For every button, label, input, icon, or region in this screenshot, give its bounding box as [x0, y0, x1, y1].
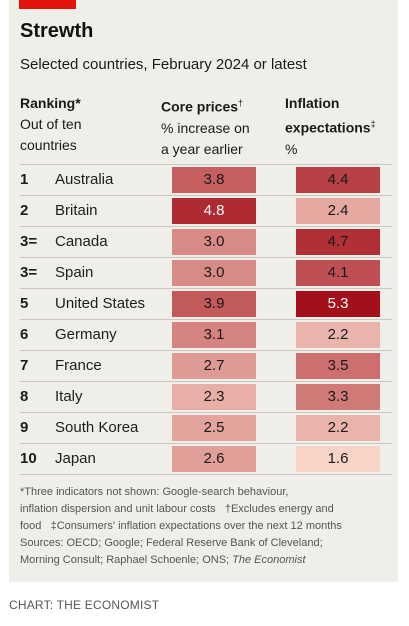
table-row: 1 Australia 3.8 4.4 — [20, 164, 392, 195]
rank-label: 2 — [20, 202, 29, 219]
footnote-line-1: *Three indicators not shown: Google-sear… — [20, 486, 289, 498]
core-price-cell: 3.0 — [172, 229, 256, 255]
table-row: 7 France 2.7 3.5 — [20, 350, 392, 381]
core-header-title: Core prices — [161, 98, 239, 115]
rank-label: 10 — [20, 450, 37, 467]
country-label: Australia — [55, 171, 114, 188]
table-row: 3= Spain 3.0 4.1 — [20, 257, 392, 288]
core-price-cell: 2.6 — [172, 446, 256, 472]
table-row: 6 Germany 3.1 2.2 — [20, 319, 392, 350]
brand-red-bar — [19, 0, 76, 9]
inflation-expectation-cell: 2.2 — [296, 415, 380, 441]
footnote-line-2: inflation dispersion and unit labour cos… — [20, 503, 334, 515]
table-body: 1 Australia 3.8 4.4 2 Britain 4.8 2.4 3= Canada 3.… — [20, 164, 392, 474]
inflation-expectation-cell: 2.2 — [296, 322, 380, 348]
rank-label: 8 — [20, 388, 29, 405]
table-row: 2 Britain 4.8 2.4 — [20, 195, 392, 226]
infl-header-title-1: Inflation — [285, 95, 340, 111]
infl-header-title-2: expectations — [285, 119, 371, 136]
core-price-cell: 2.5 — [172, 415, 256, 441]
rank-label: 5 — [20, 295, 29, 312]
infl-header-sub: % — [285, 140, 298, 157]
core-price-cell: 4.8 — [172, 198, 256, 224]
rank-label: 6 — [20, 326, 29, 343]
inflation-expectation-cell: 2.4 — [296, 198, 380, 224]
rank-label: 9 — [20, 419, 29, 436]
country-label: Spain — [55, 264, 94, 281]
table-bottom-rule — [20, 474, 392, 475]
table-row: 5 United States 3.9 5.3 — [20, 288, 392, 319]
footnote-line-5: Morning Consult; Raphael Schoenle; ONS; — [20, 554, 233, 566]
core-price-cell: 2.7 — [172, 353, 256, 379]
inflation-expectation-cell: 5.3 — [296, 291, 380, 317]
core-header-sub-1: % increase on — [161, 119, 250, 136]
chart-credit: CHART: THE ECONOMIST — [9, 598, 160, 612]
country-label: France — [55, 357, 102, 374]
country-label: Britain — [55, 202, 98, 219]
infl-header-mark: ‡ — [370, 119, 376, 129]
country-label: South Korea — [55, 419, 139, 436]
chart-card: Strewth Selected countries, February 202… — [9, 0, 398, 582]
inflation-expectation-cell: 4.4 — [296, 167, 380, 193]
footnotes: *Three indicators not shown: Google-sear… — [20, 484, 392, 569]
table-row: 9 South Korea 2.5 2.2 — [20, 412, 392, 443]
inflation-expectation-cell: 4.1 — [296, 260, 380, 286]
core-price-cell: 3.0 — [172, 260, 256, 286]
ranking-header-sub-1: Out of ten — [20, 116, 82, 132]
country-label: Italy — [55, 388, 83, 405]
ranking-column-header: Ranking* Out of ten countries — [20, 93, 81, 156]
table-row: 8 Italy 2.3 3.3 — [20, 381, 392, 412]
table-row: 3= Canada 3.0 4.7 — [20, 226, 392, 257]
chart-title: Strewth — [20, 20, 94, 42]
rank-label: 3= — [20, 264, 38, 281]
rank-label: 7 — [20, 357, 29, 374]
rank-label: 3= — [20, 233, 38, 250]
core-header-sub-2: a year earlier — [161, 140, 243, 157]
footnote-line-5-italic: The Economist — [232, 554, 306, 566]
ranking-header-sub-2: countries — [20, 137, 77, 153]
ranking-header-title: Ranking* — [20, 95, 81, 111]
inflation-expectation-cell: 1.6 — [296, 446, 380, 472]
chart-subtitle: Selected countries, February 2024 or lat… — [20, 56, 307, 73]
core-prices-column-header: Core prices† % increase on a year earlie… — [161, 93, 250, 160]
core-price-cell: 3.8 — [172, 167, 256, 193]
country-label: Germany — [55, 326, 117, 343]
footnote-line-4: Sources: OECD; Google; Federal Reserve B… — [20, 537, 323, 549]
inflation-expectation-cell: 3.5 — [296, 353, 380, 379]
inflation-expectation-cell: 4.7 — [296, 229, 380, 255]
core-price-cell: 3.9 — [172, 291, 256, 317]
table-row: 10 Japan 2.6 1.6 — [20, 443, 392, 474]
inflation-column-header: Inflation expectations‡ % — [285, 93, 376, 160]
country-label: Japan — [55, 450, 96, 467]
core-price-cell: 3.1 — [172, 322, 256, 348]
core-price-cell: 2.3 — [172, 384, 256, 410]
footnote-line-3: food ‡Consumers' inflation expectations … — [20, 520, 342, 532]
country-label: Canada — [55, 233, 108, 250]
country-label: United States — [55, 295, 146, 312]
rank-label: 1 — [20, 171, 29, 188]
inflation-expectation-cell: 3.3 — [296, 384, 380, 410]
core-header-mark: † — [238, 98, 244, 108]
